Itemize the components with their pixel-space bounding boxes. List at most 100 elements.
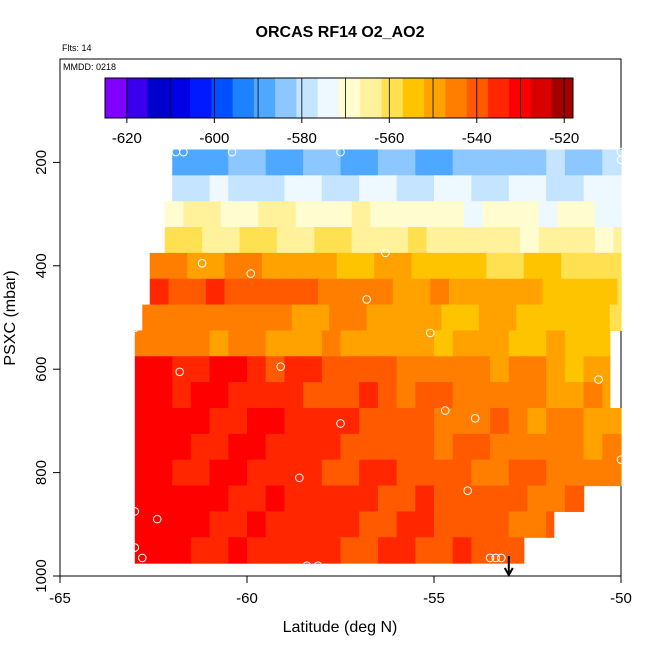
heatmap-cell [359, 485, 379, 512]
heatmap-cell [370, 201, 390, 228]
heatmap-cell [508, 433, 529, 461]
heatmap-cell [359, 330, 379, 357]
heatmap-cell [314, 201, 334, 228]
colorbar-frame [104, 77, 574, 119]
heatmap-cell [321, 511, 342, 538]
colorbar-swatch [466, 78, 489, 118]
heatmap-cell [333, 227, 353, 254]
heatmap-cell [452, 511, 472, 538]
heatmap-cell [471, 459, 491, 487]
heatmap-cell [190, 149, 211, 176]
heatmap-cell [415, 407, 435, 435]
heatmap-cell [228, 433, 248, 461]
colorbar-swatch [232, 78, 255, 118]
heatmap-cell [508, 356, 529, 383]
colorbar-swatch [253, 78, 276, 118]
y-tick-label: 1000 [33, 559, 50, 592]
heatmap-cell [239, 227, 259, 254]
heatmap-cell [576, 201, 596, 228]
heatmap-cell [445, 227, 465, 254]
heatmap-cell [134, 537, 155, 564]
heatmap-cell [415, 459, 435, 487]
heatmap-cell [546, 175, 566, 202]
heatmap-cell [452, 175, 472, 202]
heatmap-cell [527, 356, 547, 383]
heatmap-cell [583, 459, 603, 487]
heatmap-cell [508, 382, 529, 409]
latitude-marker [503, 556, 514, 578]
heatmap-cell [534, 304, 555, 332]
heatmap-cell [415, 356, 435, 383]
heatmap-cell [153, 382, 173, 409]
heatmap-cell [359, 175, 379, 202]
heatmap-cell [564, 175, 585, 202]
heatmap-cell [434, 485, 454, 512]
heatmap-cell [321, 485, 342, 512]
x-axis-label: Latitude (deg N) [283, 619, 398, 636]
heatmap-cell [546, 356, 566, 383]
heatmap-cell [321, 433, 342, 461]
heatmap-cell [415, 537, 435, 564]
observation-point [197, 258, 207, 268]
heatmap-cell [602, 330, 611, 357]
heatmap-cell [564, 356, 585, 383]
date-annotation: MMDD: 0218 [63, 62, 116, 72]
colorbar-swatch [339, 78, 361, 118]
heatmap-cell [482, 201, 502, 228]
heatmap-cell [452, 537, 472, 564]
heatmap-cell [452, 485, 472, 512]
heatmap-cell [452, 407, 472, 435]
heatmap-cell [486, 278, 506, 306]
heatmap-cell [490, 356, 510, 383]
observation-point [485, 553, 495, 563]
heatmap-cell [190, 382, 211, 409]
heatmap-cell [434, 537, 454, 564]
heatmap-cell [299, 252, 319, 280]
heatmap-cell [209, 485, 229, 512]
heatmap-cell [284, 382, 304, 409]
observation-point [130, 323, 140, 333]
heatmap-cell [336, 278, 357, 306]
heatmap-cell [508, 511, 529, 538]
heatmap-cell [564, 485, 585, 512]
heatmap-cell [265, 356, 285, 383]
heatmap-cell [598, 278, 618, 306]
x-tick-label: -55 [423, 590, 445, 607]
colorbar-swatch [126, 78, 149, 118]
heatmap-cell [247, 511, 267, 538]
heatmap-cell [377, 149, 398, 176]
heatmap-cell [321, 407, 342, 435]
heatmap-cell [284, 149, 304, 176]
heatmap-cell [602, 433, 622, 461]
heatmap-cell [583, 433, 603, 461]
heatmap-cell [546, 485, 566, 512]
heatmap-cell [527, 382, 547, 409]
heatmap-cell [542, 252, 562, 280]
heatmap-cell [187, 278, 207, 306]
heatmap-cell [508, 149, 529, 176]
heatmap-cell [557, 227, 577, 254]
heatmap-cell [434, 175, 454, 202]
heatmap-cell [490, 149, 510, 176]
heatmap-cell [463, 227, 484, 254]
heatmap-cell [190, 330, 211, 357]
heatmap-cell [359, 149, 379, 176]
heatmap-cell [546, 459, 566, 487]
y-tick-label: 800 [33, 460, 50, 485]
heatmap-cell [247, 459, 267, 487]
heatmap-cell [247, 407, 267, 435]
heatmap-cell [172, 407, 192, 435]
heatmap-cell [205, 278, 226, 306]
colorbar-swatch [360, 78, 383, 118]
heatmap-cell [377, 485, 398, 512]
heatmap-cell [340, 356, 360, 383]
heatmap-cell [602, 175, 622, 202]
heatmap-cell [527, 433, 547, 461]
heatmap-cell [520, 201, 540, 228]
heatmap-cell [153, 330, 173, 357]
heatmap-cells [134, 149, 622, 564]
observation-point [130, 507, 140, 516]
heatmap-cell [261, 278, 282, 306]
colorbar-swatch [487, 78, 510, 118]
heatmap-cell [153, 407, 173, 435]
